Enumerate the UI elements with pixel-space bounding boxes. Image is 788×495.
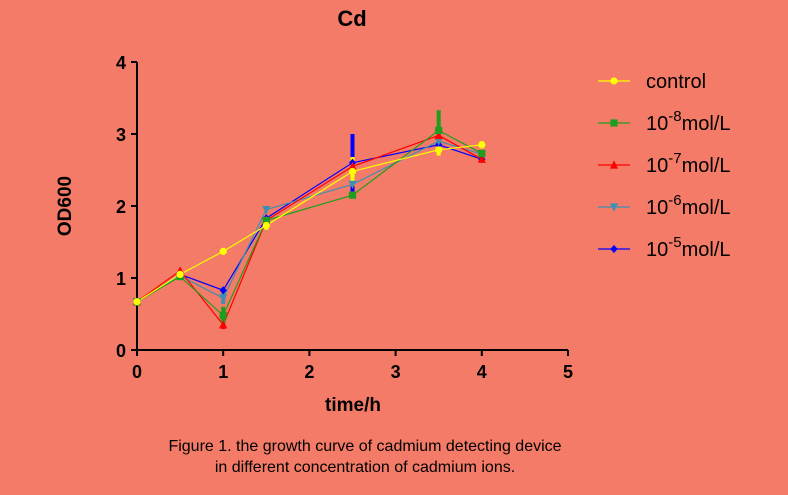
data-point — [262, 221, 270, 230]
data-point — [219, 311, 227, 320]
chart-title: Cd — [337, 6, 366, 31]
caption-line-2: in different concentration of cadmium io… — [214, 459, 516, 476]
data-point — [219, 320, 228, 329]
legend-label: 10-5mol/L — [646, 234, 731, 261]
data-point — [435, 146, 443, 154]
data-point — [176, 270, 184, 278]
x-axis-label: time/h — [325, 395, 381, 416]
growth-curve-chart: Cd time/h OD600 0 1 2 3 4 5 0 1 2 3 4 control 10-8m… — [55, 6, 731, 416]
x-tick-label: 4 — [477, 362, 487, 382]
legend-marker — [609, 203, 619, 212]
data-point — [348, 161, 357, 170]
x-tick-label: 1 — [218, 362, 228, 382]
legend: control 10-8mol/L 10-7mol/L 10-6mol/L 10-5mo… — [598, 71, 731, 261]
data-point — [219, 247, 227, 255]
legend-entry: 10-5mol/L — [598, 234, 731, 261]
data-point — [478, 149, 486, 158]
y-tick-label: 0 — [116, 341, 126, 361]
data-point — [133, 298, 141, 306]
legend-label: 10-7mol/L — [646, 150, 731, 177]
series-line — [136, 129, 483, 317]
legend-label: 10-6mol/L — [646, 192, 731, 219]
legend-label: control — [646, 71, 706, 93]
caption-line-1: Figure 1. the growth curve of cadmium de… — [168, 438, 562, 455]
y-tick-label: 4 — [116, 53, 126, 73]
legend-entry: 10-8mol/L — [598, 108, 731, 135]
legend-marker — [610, 119, 618, 127]
series-line — [136, 144, 482, 303]
series-line — [136, 144, 482, 303]
x-tick-label: 0 — [132, 362, 142, 382]
legend-marker — [610, 244, 618, 254]
legend-marker — [610, 77, 618, 85]
y-tick-label: 2 — [116, 197, 126, 217]
data-point — [434, 137, 443, 146]
data-point — [434, 130, 443, 140]
legend-entry: control — [598, 71, 706, 93]
legend-marker — [609, 160, 619, 169]
data-point — [262, 206, 271, 215]
data-point — [219, 286, 227, 295]
legend-entry: 10-7mol/L — [598, 150, 731, 177]
data-point — [262, 216, 270, 224]
figure-caption: Figure 1. the growth curve of cadmium de… — [0, 436, 730, 478]
legend-label: 10-8mol/L — [646, 108, 731, 135]
data-point — [478, 141, 486, 149]
legend-entry: 10-6mol/L — [598, 192, 731, 219]
data-point — [348, 191, 357, 199]
series-line — [136, 134, 483, 326]
series-lines — [136, 129, 483, 326]
data-point — [435, 126, 443, 134]
axes: 0 1 2 3 4 5 0 1 2 3 4 — [116, 53, 573, 382]
data-point — [477, 154, 486, 163]
y-axis-label: OD600 — [55, 176, 76, 236]
x-tick-label: 3 — [391, 362, 401, 382]
y-tick-label: 1 — [116, 269, 126, 289]
y-tick-label: 3 — [116, 125, 126, 145]
data-point — [348, 180, 357, 189]
x-tick-label: 5 — [563, 362, 573, 382]
x-tick-label: 2 — [304, 362, 314, 382]
data-point — [219, 294, 228, 303]
data-points — [132, 126, 486, 329]
data-point — [348, 167, 357, 176]
